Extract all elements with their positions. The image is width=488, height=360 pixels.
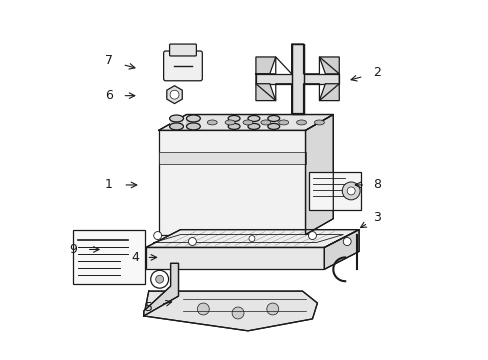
Bar bbox=[73, 230, 144, 284]
Polygon shape bbox=[305, 114, 333, 235]
Text: 6: 6 bbox=[105, 89, 113, 102]
Ellipse shape bbox=[186, 115, 200, 122]
Circle shape bbox=[342, 182, 359, 200]
Text: 1: 1 bbox=[105, 179, 113, 192]
Ellipse shape bbox=[186, 123, 200, 130]
Ellipse shape bbox=[260, 120, 270, 125]
Polygon shape bbox=[145, 230, 358, 247]
Bar bbox=[228, 118, 240, 126]
Bar bbox=[267, 118, 279, 126]
Ellipse shape bbox=[169, 123, 183, 130]
Bar bbox=[158, 130, 305, 235]
Text: 3: 3 bbox=[372, 211, 380, 224]
Circle shape bbox=[150, 270, 168, 288]
Bar bbox=[309, 172, 360, 210]
Bar bbox=[169, 118, 183, 126]
Bar bbox=[158, 152, 305, 164]
Ellipse shape bbox=[228, 116, 240, 121]
Ellipse shape bbox=[243, 120, 252, 125]
Polygon shape bbox=[143, 264, 178, 316]
Polygon shape bbox=[319, 57, 339, 74]
Ellipse shape bbox=[247, 123, 259, 129]
Text: 7: 7 bbox=[105, 54, 113, 67]
Circle shape bbox=[170, 90, 179, 99]
Polygon shape bbox=[291, 44, 303, 113]
Text: 9: 9 bbox=[69, 243, 77, 256]
Circle shape bbox=[197, 303, 209, 315]
Ellipse shape bbox=[314, 120, 324, 125]
Circle shape bbox=[266, 303, 278, 315]
Polygon shape bbox=[255, 57, 275, 74]
Bar bbox=[247, 118, 259, 126]
Text: 8: 8 bbox=[372, 179, 380, 192]
FancyBboxPatch shape bbox=[169, 44, 196, 56]
Circle shape bbox=[232, 307, 244, 319]
Text: 5: 5 bbox=[144, 301, 152, 314]
Circle shape bbox=[188, 238, 196, 246]
Polygon shape bbox=[255, 84, 275, 100]
Ellipse shape bbox=[169, 115, 183, 122]
Bar bbox=[145, 247, 324, 269]
Circle shape bbox=[155, 275, 163, 283]
Ellipse shape bbox=[296, 120, 306, 125]
Polygon shape bbox=[143, 291, 317, 331]
Polygon shape bbox=[158, 114, 333, 130]
Text: 2: 2 bbox=[372, 66, 380, 79]
Circle shape bbox=[153, 231, 162, 239]
Bar bbox=[186, 118, 200, 126]
Ellipse shape bbox=[224, 120, 235, 125]
Ellipse shape bbox=[278, 120, 288, 125]
Ellipse shape bbox=[247, 116, 259, 121]
Circle shape bbox=[343, 238, 350, 246]
Ellipse shape bbox=[228, 123, 240, 129]
Polygon shape bbox=[319, 84, 339, 100]
Text: 4: 4 bbox=[131, 251, 139, 264]
Ellipse shape bbox=[267, 123, 279, 129]
Circle shape bbox=[248, 235, 254, 242]
Polygon shape bbox=[324, 230, 358, 269]
Circle shape bbox=[308, 231, 316, 239]
Circle shape bbox=[346, 187, 354, 195]
Polygon shape bbox=[255, 74, 339, 84]
Polygon shape bbox=[166, 86, 182, 104]
Ellipse shape bbox=[267, 116, 279, 121]
FancyBboxPatch shape bbox=[163, 51, 202, 81]
Ellipse shape bbox=[207, 120, 217, 125]
